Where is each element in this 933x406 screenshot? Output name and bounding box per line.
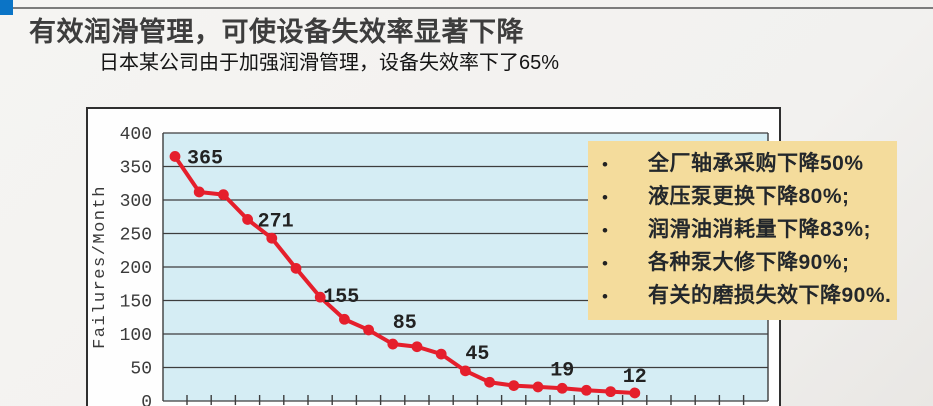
data-point-label: 45 <box>465 343 489 366</box>
slide-title: 有效润滑管理，可使设备失效率显著下降 <box>29 17 524 47</box>
bullet-icon: • <box>602 254 608 273</box>
callout-text: 液压泵更换下降80%; <box>648 185 850 208</box>
bullet-icon: • <box>602 155 608 174</box>
bullet-icon: • <box>602 221 608 240</box>
data-point <box>605 386 616 398</box>
data-point <box>169 151 181 162</box>
y-axis-tick-label: 50 <box>130 360 152 380</box>
data-point <box>581 384 592 396</box>
data-point <box>290 262 302 274</box>
data-point-label: 85 <box>393 312 417 335</box>
callout-text: 润滑油消耗量下降83%; <box>648 218 872 241</box>
data-point-label: 155 <box>323 286 359 309</box>
data-point <box>435 348 447 360</box>
callout-text: 有关的磨损失效下降90%. <box>648 284 892 307</box>
bullet-icon: • <box>602 188 608 207</box>
data-point <box>363 324 374 336</box>
slide-subtitle: 日本某公司由于加强润滑管理，设备失效率下了65% <box>99 52 560 74</box>
data-point <box>266 232 278 244</box>
accent-square-decoration <box>0 0 13 15</box>
bullet-icon: • <box>602 287 608 306</box>
callout-text: 各种泵大修下降90%; <box>648 251 850 274</box>
data-point <box>314 291 326 303</box>
data-point <box>218 189 229 201</box>
data-point <box>484 376 495 388</box>
data-point <box>532 381 544 393</box>
data-point <box>242 214 254 225</box>
y-axis-tick-label: 0 <box>141 393 152 406</box>
data-point-label: 271 <box>258 210 294 233</box>
y-axis-tick-label: 200 <box>120 259 152 279</box>
data-point <box>411 341 423 353</box>
y-axis-tick-label: 350 <box>120 159 152 179</box>
callout-item: • 润滑油消耗量下降83%; <box>598 219 891 240</box>
y-axis-tick-label: 300 <box>120 192 152 212</box>
data-point <box>629 387 641 399</box>
header-rule-line <box>13 7 933 9</box>
data-point <box>460 365 471 377</box>
callout-item: • 各种泵大修下降90%; <box>598 252 891 273</box>
y-axis-tick-label: 100 <box>120 326 152 346</box>
data-point <box>556 382 568 394</box>
y-axis-tick-label: 150 <box>120 293 152 313</box>
callout-item: • 液压泵更换下降80%; <box>598 186 891 207</box>
y-axis-tick-label: 400 <box>120 125 152 145</box>
y-axis-tick-label: 250 <box>120 226 152 246</box>
data-point <box>339 313 350 325</box>
data-point <box>508 380 520 391</box>
callout-box: • 全厂轴承采购下降50% • 液压泵更换下降80%; • 润滑油消耗量下降83… <box>588 141 897 320</box>
data-point-label: 19 <box>550 359 574 382</box>
callout-item: • 有关的磨损失效下降90%. <box>598 285 891 306</box>
callout-text: 全厂轴承采购下降50% <box>648 152 864 175</box>
data-point <box>387 338 399 350</box>
callout-item: • 全厂轴承采购下降50% <box>598 153 891 174</box>
data-point-label: 12 <box>623 366 647 389</box>
y-axis-title: Failures/Month <box>91 185 110 349</box>
data-point-label: 365 <box>187 147 223 170</box>
data-point <box>193 186 205 198</box>
